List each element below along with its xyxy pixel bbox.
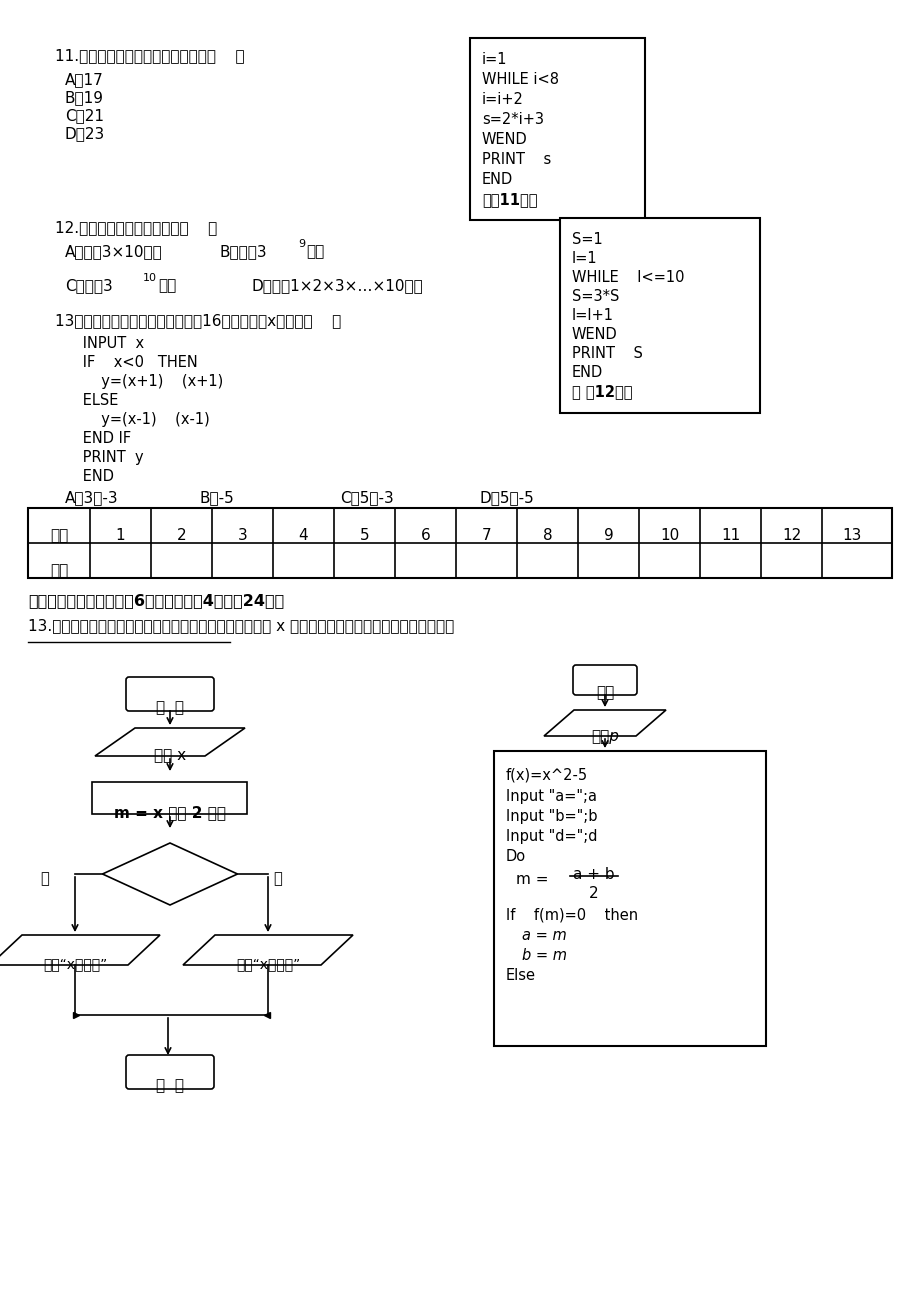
Text: a + b: a + b [573,867,614,881]
Text: END: END [572,365,603,380]
Text: 11: 11 [720,529,739,543]
Text: END: END [55,469,114,484]
Text: If    f(m)=0    then: If f(m)=0 then [505,907,638,922]
Text: PRINT    s: PRINT s [482,152,550,167]
Text: 1: 1 [116,529,125,543]
Text: IF    x<0   THEN: IF x<0 THEN [55,355,198,370]
Text: 5: 5 [359,529,369,543]
Text: 答案: 答案 [50,562,68,578]
Text: 6: 6 [420,529,430,543]
Text: WEND: WEND [482,132,528,147]
Text: 输入 x: 输入 x [153,749,186,763]
Bar [560,217,759,413]
Text: PRINT  y: PRINT y [55,450,143,465]
Text: 10: 10 [142,273,157,283]
Text: i=i+2: i=i+2 [482,92,523,107]
Bar [470,38,644,220]
Text: 13．为了在运行程序之后得到输出16，键盘输入x应该是（    ）: 13．为了在运行程序之后得到输出16，键盘输入x应该是（ ） [55,312,341,328]
Text: 开  始: 开 始 [156,700,184,715]
Text: 8: 8 [542,529,551,543]
Text: Else: Else [505,967,536,983]
Text: 的值: 的值 [158,279,176,293]
Text: S=3*S: S=3*S [572,289,618,303]
Polygon shape [0,935,160,965]
Text: y=(x+1)    (x+1): y=(x+1) (x+1) [55,374,223,389]
Bar [28,508,891,578]
Text: D．计算1×2×3×…×10的值: D．计算1×2×3×…×10的值 [252,279,424,293]
Text: 是: 是 [40,871,49,885]
Text: 13: 13 [842,529,861,543]
Text: A．17: A．17 [65,72,104,87]
Text: PRINT    S: PRINT S [572,346,642,361]
Text: 2: 2 [176,529,187,543]
Text: A．计算3×10的值: A．计算3×10的值 [65,243,163,259]
Text: 9: 9 [298,240,305,249]
Text: B．19: B．19 [65,90,104,105]
Text: 12: 12 [781,529,800,543]
Text: 输出“x是偶数”: 输出“x是偶数” [43,957,107,971]
Text: C．21: C．21 [65,108,104,122]
Text: B．-5: B．-5 [199,490,234,505]
Text: 题号: 题号 [50,529,68,543]
Text: 13.（如下方左图所示）程序框图能判断任意输入的正整数 x 是奇数或是偶数。其中判断框内的条件是: 13.（如下方左图所示）程序框图能判断任意输入的正整数 x 是奇数或是偶数。其中… [28,618,454,633]
Polygon shape [95,728,244,756]
Text: D．23: D．23 [65,126,105,141]
Polygon shape [183,935,353,965]
Text: y=(x-1)    (x-1): y=(x-1) (x-1) [55,411,210,427]
Text: I=1: I=1 [572,251,597,266]
Text: 结  束: 结 束 [156,1078,184,1092]
Text: 9: 9 [603,529,613,543]
Text: 11.右边程序运行后输出的的结果是（    ）: 11.右边程序运行后输出的的结果是（ ） [55,48,244,62]
Text: Do: Do [505,849,526,865]
Text: I=I+1: I=I+1 [572,309,613,323]
Text: D．5或-5: D．5或-5 [480,490,534,505]
Text: （第11题）: （第11题） [482,191,537,207]
Text: 开始: 开始 [596,685,614,700]
Text: m = x 除以 2 的余: m = x 除以 2 的余 [114,805,226,820]
Text: WEND: WEND [572,327,617,342]
Polygon shape [102,842,237,905]
Text: 12.如右图所示的程序是用来（    ）: 12.如右图所示的程序是用来（ ） [55,220,217,234]
Text: INPUT  x: INPUT x [55,336,144,352]
Text: b = m: b = m [521,948,566,963]
Text: 7: 7 [482,529,491,543]
Text: C．5或-3: C．5或-3 [340,490,393,505]
Text: 二、填空题：（本大题共6小题，每小题4分，共24分）: 二、填空题：（本大题共6小题，每小题4分，共24分） [28,592,284,608]
Text: WHILE i<8: WHILE i<8 [482,72,559,87]
Text: ELSE: ELSE [55,393,119,408]
Text: 3: 3 [237,529,247,543]
Text: f(x)=x^2-5: f(x)=x^2-5 [505,768,587,783]
Text: 的值: 的值 [306,243,323,259]
Text: END: END [482,172,513,187]
FancyBboxPatch shape [126,1055,214,1088]
Text: 否: 否 [273,871,281,885]
Text: 2: 2 [588,885,598,901]
Text: Input "b=";b: Input "b=";b [505,809,596,824]
Text: Input "a=";a: Input "a=";a [505,789,596,805]
Text: S=1: S=1 [572,232,602,247]
FancyBboxPatch shape [126,677,214,711]
Text: WHILE    I<=10: WHILE I<=10 [572,270,684,285]
Text: 输入p: 输入p [590,729,618,743]
Text: 10: 10 [659,529,678,543]
Polygon shape [543,710,665,736]
Text: 4: 4 [299,529,308,543]
Text: C．计算3: C．计算3 [65,279,113,293]
Text: m =: m = [516,872,548,887]
Text: （ 第12题）: （ 第12题） [572,384,632,398]
Text: A．3或-3: A．3或-3 [65,490,119,505]
Bar [494,751,766,1046]
Text: a = m: a = m [521,928,566,943]
Text: 输出“x是奇数”: 输出“x是奇数” [235,957,300,971]
FancyBboxPatch shape [573,665,636,695]
Text: Input "d=";d: Input "d=";d [505,829,596,844]
Text: END IF: END IF [55,431,131,447]
Text: i=1: i=1 [482,52,507,66]
Bar [93,783,247,814]
Text: s=2*i+3: s=2*i+3 [482,112,543,128]
Text: B．计算3: B．计算3 [220,243,267,259]
